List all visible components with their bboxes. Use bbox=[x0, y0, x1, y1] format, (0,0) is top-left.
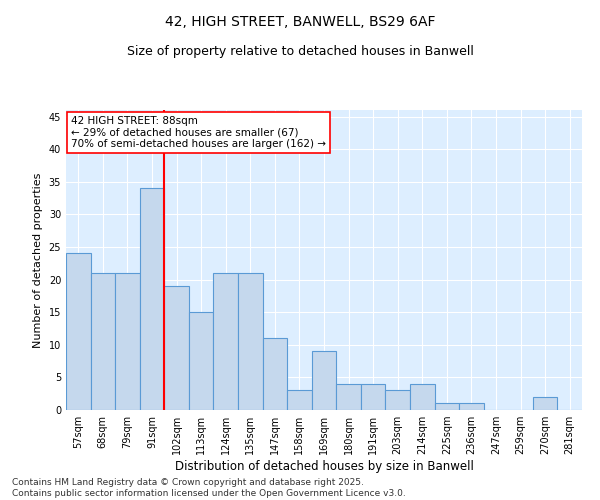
Bar bbox=[459, 404, 484, 410]
Bar bbox=[361, 384, 385, 410]
Bar bbox=[312, 352, 336, 410]
Bar bbox=[263, 338, 287, 410]
Bar bbox=[140, 188, 164, 410]
Bar bbox=[115, 273, 140, 410]
X-axis label: Distribution of detached houses by size in Banwell: Distribution of detached houses by size … bbox=[175, 460, 473, 473]
Bar bbox=[238, 273, 263, 410]
Text: 42 HIGH STREET: 88sqm
← 29% of detached houses are smaller (67)
70% of semi-deta: 42 HIGH STREET: 88sqm ← 29% of detached … bbox=[71, 116, 326, 149]
Text: Size of property relative to detached houses in Banwell: Size of property relative to detached ho… bbox=[127, 45, 473, 58]
Bar bbox=[164, 286, 189, 410]
Bar bbox=[189, 312, 214, 410]
Bar bbox=[91, 273, 115, 410]
Text: 42, HIGH STREET, BANWELL, BS29 6AF: 42, HIGH STREET, BANWELL, BS29 6AF bbox=[165, 15, 435, 29]
Bar bbox=[434, 404, 459, 410]
Bar bbox=[385, 390, 410, 410]
Bar bbox=[214, 273, 238, 410]
Bar bbox=[533, 397, 557, 410]
Bar bbox=[287, 390, 312, 410]
Bar bbox=[410, 384, 434, 410]
Bar bbox=[336, 384, 361, 410]
Text: Contains HM Land Registry data © Crown copyright and database right 2025.
Contai: Contains HM Land Registry data © Crown c… bbox=[12, 478, 406, 498]
Bar bbox=[66, 254, 91, 410]
Y-axis label: Number of detached properties: Number of detached properties bbox=[33, 172, 43, 348]
